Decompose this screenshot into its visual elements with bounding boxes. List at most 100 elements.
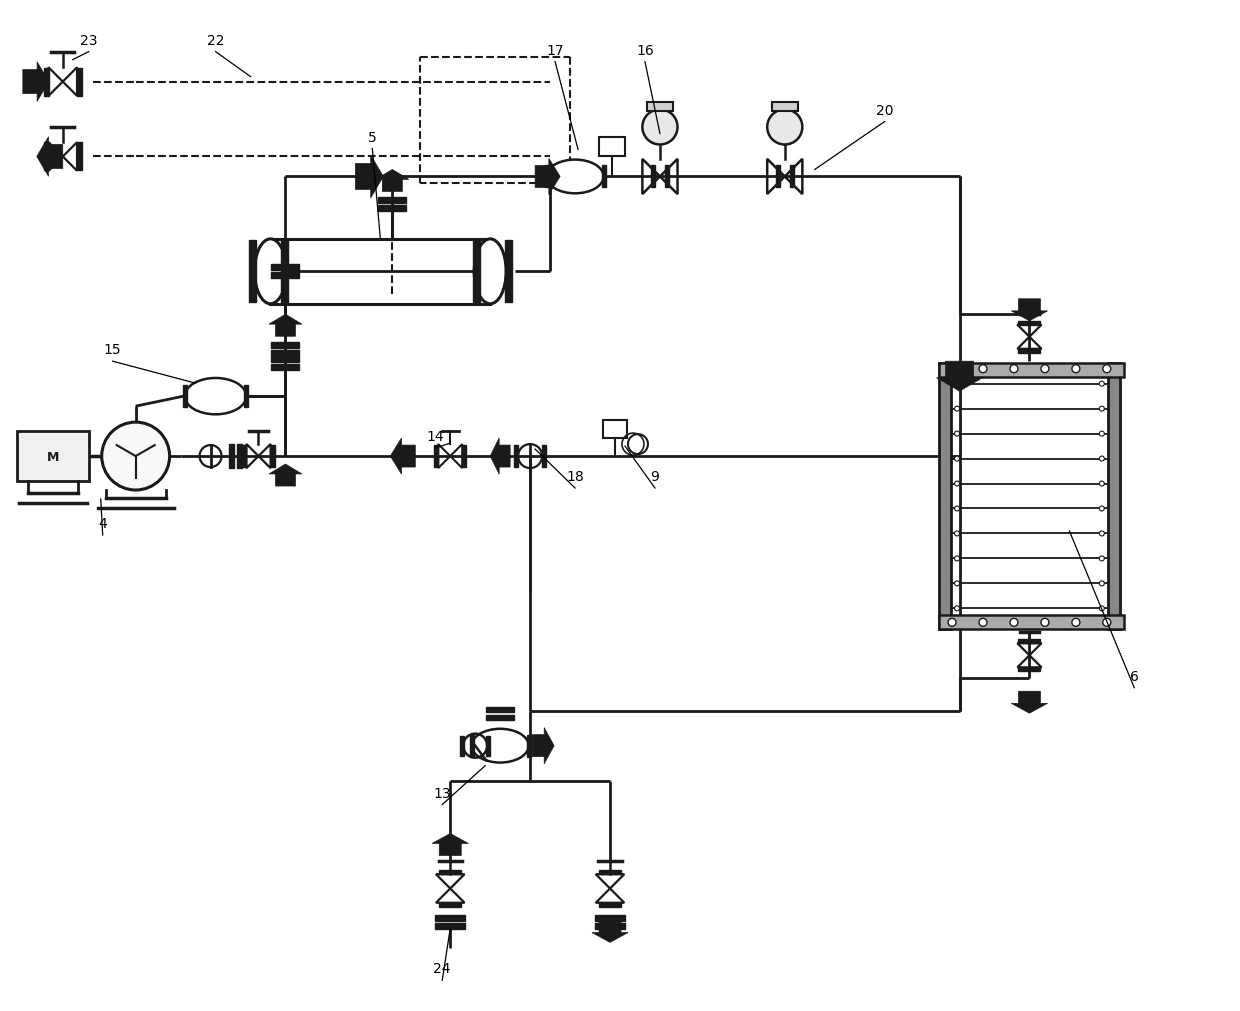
Bar xyxy=(463,446,466,468)
Text: M: M xyxy=(47,450,60,463)
Bar xyxy=(434,446,439,468)
Circle shape xyxy=(1009,619,1018,627)
Bar xyxy=(595,916,625,921)
Bar xyxy=(1018,321,1040,326)
Ellipse shape xyxy=(474,240,506,304)
Bar xyxy=(1018,640,1040,644)
Text: 22: 22 xyxy=(207,33,224,48)
Bar xyxy=(272,357,299,363)
Polygon shape xyxy=(356,156,383,199)
Bar xyxy=(790,166,794,188)
Circle shape xyxy=(955,532,960,537)
Bar xyxy=(599,903,621,907)
Polygon shape xyxy=(591,921,629,942)
Circle shape xyxy=(1100,532,1105,537)
Bar xyxy=(244,386,248,407)
Polygon shape xyxy=(1012,299,1048,321)
Bar xyxy=(378,205,407,211)
Circle shape xyxy=(955,556,960,561)
Ellipse shape xyxy=(471,729,528,762)
Bar xyxy=(435,916,465,921)
Circle shape xyxy=(980,619,987,627)
Circle shape xyxy=(1102,365,1111,373)
Bar xyxy=(527,735,531,757)
Bar xyxy=(665,166,668,188)
Circle shape xyxy=(1100,481,1105,486)
Bar xyxy=(486,716,515,721)
Bar xyxy=(505,242,512,303)
Polygon shape xyxy=(432,834,469,855)
Bar xyxy=(599,870,621,875)
Circle shape xyxy=(955,457,960,462)
Bar xyxy=(599,137,625,158)
Bar xyxy=(544,166,548,188)
Text: 13: 13 xyxy=(434,786,451,800)
Bar xyxy=(45,72,48,93)
Text: 20: 20 xyxy=(875,103,893,117)
Circle shape xyxy=(1100,406,1105,411)
Text: 14: 14 xyxy=(427,430,444,444)
Bar xyxy=(43,144,50,171)
Bar xyxy=(776,166,780,188)
Bar xyxy=(939,616,1123,630)
Circle shape xyxy=(1071,619,1080,627)
Polygon shape xyxy=(536,159,560,195)
Bar xyxy=(17,432,89,481)
Bar xyxy=(486,708,515,713)
Circle shape xyxy=(1009,365,1018,373)
Polygon shape xyxy=(490,439,510,475)
Bar xyxy=(43,69,50,96)
Bar xyxy=(270,240,490,304)
Bar xyxy=(272,265,299,271)
Ellipse shape xyxy=(254,240,286,304)
Bar xyxy=(513,446,518,468)
Circle shape xyxy=(1102,619,1111,627)
Bar xyxy=(472,242,480,303)
Polygon shape xyxy=(1012,692,1048,714)
Polygon shape xyxy=(376,170,409,192)
Text: 4: 4 xyxy=(98,517,107,531)
Circle shape xyxy=(1100,556,1105,561)
Bar xyxy=(939,363,1123,377)
Text: 15: 15 xyxy=(104,343,122,357)
Circle shape xyxy=(955,481,960,486)
Circle shape xyxy=(1100,432,1105,437)
Circle shape xyxy=(955,607,960,612)
Bar xyxy=(435,923,465,929)
Bar xyxy=(270,446,274,468)
Circle shape xyxy=(1100,607,1105,612)
Polygon shape xyxy=(37,137,63,177)
Bar xyxy=(77,69,82,96)
Text: 18: 18 xyxy=(567,469,584,483)
Circle shape xyxy=(768,110,802,146)
Text: 9: 9 xyxy=(651,469,660,483)
Text: 5: 5 xyxy=(368,130,377,145)
Circle shape xyxy=(955,581,960,586)
Bar xyxy=(77,144,82,171)
Bar xyxy=(281,242,288,303)
Bar xyxy=(439,903,461,907)
Polygon shape xyxy=(391,439,415,475)
Circle shape xyxy=(1100,382,1105,387)
Bar xyxy=(272,343,299,349)
Text: 23: 23 xyxy=(81,33,98,48)
Circle shape xyxy=(642,110,677,146)
Circle shape xyxy=(1071,365,1080,373)
Bar xyxy=(242,446,247,468)
Bar xyxy=(182,386,187,407)
Bar xyxy=(651,166,655,188)
Circle shape xyxy=(1040,365,1049,373)
Bar xyxy=(45,147,48,168)
Text: 6: 6 xyxy=(1130,669,1138,683)
Circle shape xyxy=(102,423,170,490)
Bar xyxy=(249,242,255,303)
Bar xyxy=(77,147,81,168)
Bar xyxy=(1018,350,1040,354)
Bar xyxy=(595,923,625,929)
Circle shape xyxy=(955,382,960,387)
Bar xyxy=(272,365,299,371)
Circle shape xyxy=(1100,507,1105,512)
Ellipse shape xyxy=(185,378,247,415)
Bar xyxy=(486,736,490,756)
Bar xyxy=(272,273,299,279)
